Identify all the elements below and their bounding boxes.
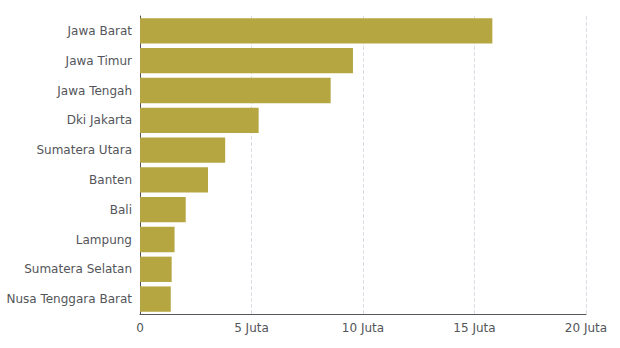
svg-text:Jawa Timur: Jawa Timur [65, 54, 132, 68]
svg-text:Banten: Banten [89, 173, 132, 187]
svg-text:0: 0 [136, 321, 144, 335]
svg-text:Sumatera Selatan: Sumatera Selatan [24, 262, 132, 276]
svg-text:Dki Jakarta: Dki Jakarta [67, 113, 132, 127]
svg-text:15 Juta: 15 Juta [453, 321, 495, 335]
svg-text:Nusa Tenggara Barat: Nusa Tenggara Barat [6, 292, 132, 306]
svg-text:Jawa Tengah: Jawa Tengah [56, 84, 132, 98]
svg-text:Jawa Barat: Jawa Barat [67, 24, 133, 38]
svg-text:Lampung: Lampung [76, 233, 132, 247]
svg-text:5 Juta: 5 Juta [234, 321, 269, 335]
svg-text:10 Juta: 10 Juta [342, 321, 384, 335]
svg-text:20 Juta: 20 Juta [565, 321, 607, 335]
svg-text:Sumatera Utara: Sumatera Utara [36, 143, 132, 157]
svg-text:Bali: Bali [110, 203, 132, 217]
